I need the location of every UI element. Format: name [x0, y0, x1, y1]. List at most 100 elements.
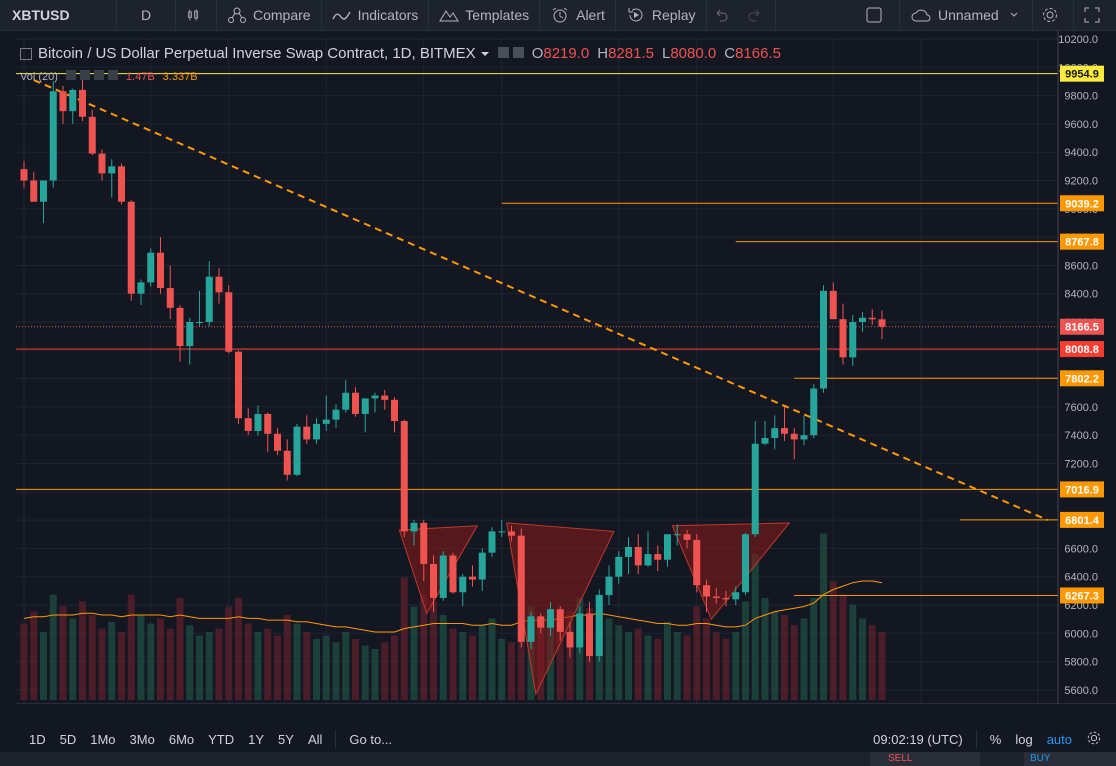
eye-icon[interactable] [497, 47, 509, 58]
volume-bar [88, 615, 96, 700]
volume-bar [722, 638, 730, 700]
collapse-legend-icon[interactable] [20, 47, 32, 60]
volume-bar [488, 618, 496, 700]
volume-bar [644, 635, 652, 700]
price-chart[interactable]: 5600.05800.06000.06200.06400.06600.06800… [0, 31, 1116, 704]
volume-bar [469, 635, 476, 700]
volume-bar [742, 601, 749, 700]
range-button-3mo[interactable]: 3Mo [129, 731, 155, 747]
volume-bar [810, 598, 818, 700]
templates-button[interactable]: Templates [429, 0, 541, 30]
chart-title: Bitcoin / US Dollar Perpetual Inverse Sw… [38, 45, 476, 62]
volume-bar [371, 649, 379, 700]
auto-toggle[interactable]: auto [1046, 731, 1072, 747]
candle-body [722, 597, 730, 600]
add-icon[interactable] [93, 70, 104, 80]
candle-body [771, 428, 779, 439]
open-label: O [531, 45, 544, 62]
range-button-1y[interactable]: 1Y [248, 731, 265, 747]
volume-bar [352, 638, 359, 700]
candle-body [586, 613, 593, 656]
candles [20, 78, 886, 662]
candle-body [264, 413, 272, 434]
range-button-6mo[interactable]: 6Mo [168, 731, 195, 747]
candle-body [712, 596, 720, 598]
interval-button[interactable]: D [117, 0, 176, 30]
chart-settings-button[interactable] [1079, 730, 1116, 749]
price-marker [1060, 65, 1104, 82]
volume-bar [732, 632, 740, 700]
close-label: C [724, 45, 736, 62]
redo-button[interactable] [741, 0, 776, 30]
buy-button[interactable]: BUY [1024, 752, 1116, 766]
range-button-5y[interactable]: 5Y [278, 731, 294, 747]
undo-button[interactable] [707, 0, 741, 30]
chart-type-button[interactable] [176, 0, 217, 30]
volume-bar [79, 601, 86, 700]
volume-bar [69, 618, 77, 700]
volume-bar [605, 618, 613, 700]
expand-button[interactable] [1074, 0, 1116, 30]
candle-body [196, 322, 203, 323]
candle-body [859, 317, 866, 322]
volume-bar [400, 577, 408, 700]
volume-bar [205, 632, 213, 700]
redo-icon [748, 9, 759, 22]
compare-button[interactable]: Compare [217, 0, 322, 30]
volume-bar [196, 635, 203, 700]
range-button-ytd[interactable]: YTD [208, 731, 235, 747]
settings-small-icon[interactable] [512, 47, 524, 58]
volume-bar [751, 553, 759, 700]
volume-bar [615, 625, 623, 700]
candle-body [332, 409, 340, 420]
log-toggle[interactable]: log [1015, 731, 1033, 747]
low-value: 8080.0 [670, 45, 717, 62]
sell-button[interactable]: SELL [870, 752, 980, 766]
alert-button[interactable]: Alert [540, 0, 616, 30]
candle-body [254, 413, 262, 431]
volume-bar [30, 611, 38, 700]
square-icon [866, 7, 882, 23]
price-marker-label: 6267.3 [1065, 590, 1099, 602]
candle-body [644, 554, 652, 566]
range-button-1mo[interactable]: 1Mo [90, 731, 116, 747]
volume-bar [683, 635, 691, 700]
pattern-triangle [398, 525, 479, 615]
candle-body [361, 398, 369, 414]
volume-bar [108, 621, 116, 700]
volume-bar [391, 635, 398, 700]
candle-body [88, 116, 96, 154]
volume-bar [127, 594, 135, 700]
symbol-search[interactable]: XBTUSD [0, 0, 117, 30]
caret-down-icon[interactable] [480, 50, 490, 58]
volume-bar [244, 623, 252, 700]
low-label: L [661, 45, 671, 62]
settings-button[interactable] [1033, 0, 1074, 30]
candle-body [215, 276, 223, 293]
alert-label: Alert [576, 7, 605, 23]
range-button-1d[interactable]: 1D [29, 731, 46, 747]
percent-toggle[interactable]: % [989, 731, 1002, 747]
replay-button[interactable]: Replay [616, 0, 707, 30]
range-button-all[interactable]: All [307, 731, 323, 747]
price-tick-label: 9400.0 [1064, 147, 1098, 159]
price-marker-label: 9039.2 [1065, 198, 1099, 210]
price-marker [1060, 195, 1104, 212]
candle-body [810, 388, 818, 436]
settings-small-icon[interactable] [79, 70, 90, 80]
price-marker [1060, 370, 1104, 387]
goto-button[interactable]: Go to... [349, 731, 393, 747]
candle-body [693, 539, 701, 586]
range-buttons: 1D 5D 1Mo 3Mo 6Mo YTD 1Y 5Y All [22, 732, 329, 747]
volume-bar [859, 618, 866, 700]
candle-body [527, 616, 535, 642]
fullscreen-toggle-button[interactable] [855, 0, 900, 30]
indicators-button[interactable]: Indicators [322, 0, 430, 30]
volume-bar [508, 642, 515, 700]
volume-bar [49, 594, 57, 700]
layout-menu-button[interactable]: Unnamed [900, 0, 1033, 30]
eye-icon[interactable] [65, 70, 76, 80]
range-button-5d[interactable]: 5D [59, 731, 77, 747]
candle-body [118, 166, 125, 202]
close-icon[interactable] [107, 70, 118, 80]
